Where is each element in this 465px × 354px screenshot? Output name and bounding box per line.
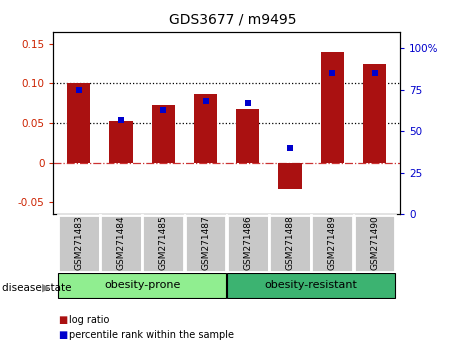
Text: GSM271488: GSM271488	[286, 215, 294, 270]
Text: GSM271484: GSM271484	[117, 215, 126, 269]
FancyBboxPatch shape	[185, 215, 226, 272]
Bar	[194, 94, 217, 162]
FancyBboxPatch shape	[58, 215, 100, 272]
Bar	[67, 84, 90, 162]
Point	[329, 70, 336, 76]
Text: percentile rank within the sample: percentile rank within the sample	[69, 330, 234, 339]
Text: disease state: disease state	[2, 283, 72, 293]
FancyBboxPatch shape	[227, 215, 269, 272]
FancyBboxPatch shape	[100, 215, 142, 272]
Point	[244, 100, 252, 106]
Text: GSM271487: GSM271487	[201, 215, 210, 270]
Text: GSM271485: GSM271485	[159, 215, 168, 270]
FancyBboxPatch shape	[312, 215, 353, 272]
FancyBboxPatch shape	[58, 273, 226, 298]
Point	[75, 87, 83, 93]
Text: ▶: ▶	[42, 283, 50, 293]
FancyBboxPatch shape	[269, 215, 311, 272]
Text: GSM271486: GSM271486	[243, 215, 252, 270]
FancyBboxPatch shape	[227, 273, 395, 298]
Text: obesity-prone: obesity-prone	[104, 280, 180, 290]
Bar	[279, 162, 302, 189]
Text: ■: ■	[58, 315, 67, 325]
Bar	[363, 64, 386, 162]
Point	[286, 145, 294, 151]
FancyBboxPatch shape	[354, 215, 395, 272]
Text: obesity-resistant: obesity-resistant	[265, 280, 358, 290]
Point	[159, 107, 167, 113]
Point	[117, 117, 125, 122]
Text: GDS3677 / m9495: GDS3677 / m9495	[169, 12, 296, 27]
Bar	[152, 105, 175, 162]
Text: ■: ■	[58, 330, 67, 339]
Bar	[321, 52, 344, 162]
Bar	[236, 109, 259, 162]
Bar	[109, 121, 133, 162]
Point	[202, 99, 209, 104]
Point	[371, 70, 378, 76]
Text: log ratio: log ratio	[69, 315, 109, 325]
FancyBboxPatch shape	[142, 215, 184, 272]
Text: GSM271490: GSM271490	[370, 215, 379, 270]
Text: GSM271489: GSM271489	[328, 215, 337, 270]
Text: GSM271483: GSM271483	[74, 215, 83, 270]
